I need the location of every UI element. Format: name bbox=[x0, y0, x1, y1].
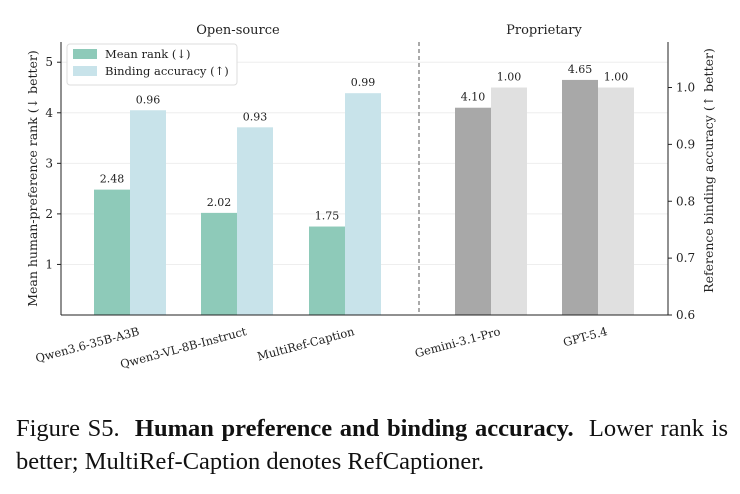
left-tick-label: 4 bbox=[45, 106, 53, 120]
right-tick-label: 1.0 bbox=[676, 81, 695, 95]
data-label-binding-accuracy: 1.00 bbox=[497, 71, 522, 84]
bar-mean-rank bbox=[94, 189, 130, 315]
bar-value-labels: 2.48 0.96 2.02 0.93 1.75 0.99 4.10 1.00 4.65 1.00 bbox=[100, 63, 629, 223]
bar-mean-rank bbox=[562, 79, 598, 316]
x-tick-label: GPT-5.4 bbox=[561, 324, 608, 349]
y-axis-title-right: Reference binding accuracy (↑ better) bbox=[701, 48, 716, 293]
data-label-mean-rank: 4.65 bbox=[568, 63, 593, 76]
group-title-open-source: Open-source bbox=[196, 23, 280, 38]
data-label-binding-accuracy: 1.00 bbox=[604, 71, 629, 84]
right-tick-label: 0.6 bbox=[676, 308, 695, 322]
legend-label-binding-accuracy: Binding accuracy (↑) bbox=[105, 64, 229, 78]
right-tick-label: 0.9 bbox=[676, 137, 695, 151]
bar-binding-accuracy bbox=[130, 110, 166, 315]
bar-binding-accuracy bbox=[345, 93, 381, 315]
legend-box bbox=[66, 43, 238, 86]
right-tick-label: 0.7 bbox=[676, 251, 695, 265]
caption-prefix: Figure S5. bbox=[16, 415, 120, 442]
legend-swatch-binding-accuracy bbox=[73, 66, 97, 76]
data-label-mean-rank: 2.02 bbox=[207, 196, 232, 209]
legend-swatch-mean-rank bbox=[73, 49, 97, 59]
bars bbox=[94, 79, 634, 316]
right-tick-label: 0.8 bbox=[676, 194, 695, 208]
bar-binding-accuracy bbox=[237, 127, 273, 315]
data-label-mean-rank: 4.10 bbox=[461, 91, 486, 104]
figure-caption: Figure S5. Human preference and binding … bbox=[16, 412, 728, 478]
left-tick-label: 1 bbox=[45, 257, 53, 271]
bar-mean-rank bbox=[455, 107, 491, 315]
bar-binding-accuracy bbox=[491, 87, 527, 315]
data-label-mean-rank: 1.75 bbox=[315, 210, 340, 223]
legend-label-mean-rank: Mean rank (↓) bbox=[105, 47, 191, 61]
data-label-mean-rank: 2.48 bbox=[100, 173, 125, 186]
caption-bold: Human preference and binding accuracy. bbox=[134, 415, 574, 442]
chart: 2.480.962.020.931.750.994.101.004.651.00… bbox=[25, 23, 716, 371]
left-tick-label: 2 bbox=[45, 207, 53, 221]
bar-mean-rank bbox=[309, 226, 345, 315]
left-tick-label: 3 bbox=[45, 156, 53, 170]
data-label-binding-accuracy: 0.99 bbox=[351, 76, 376, 89]
data-label-binding-accuracy: 0.96 bbox=[136, 93, 161, 106]
left-tick-label: 5 bbox=[45, 55, 53, 69]
x-tick-label: Gemini-3.1-Pro bbox=[413, 324, 502, 360]
bar-binding-accuracy bbox=[598, 87, 634, 315]
group-title-proprietary: Proprietary bbox=[506, 23, 582, 38]
x-tick-label: MultiRef-Caption bbox=[256, 324, 357, 364]
y-axis-title-left: Mean human-preference rank (↓ better) bbox=[25, 50, 40, 307]
data-label-binding-accuracy: 0.93 bbox=[243, 110, 268, 123]
bar-mean-rank bbox=[201, 212, 237, 315]
legend: Mean rank (↓) Binding accuracy (↑) bbox=[66, 43, 238, 86]
caption-rest: Lower rank is better; MultiRef-Caption d… bbox=[16, 415, 729, 475]
